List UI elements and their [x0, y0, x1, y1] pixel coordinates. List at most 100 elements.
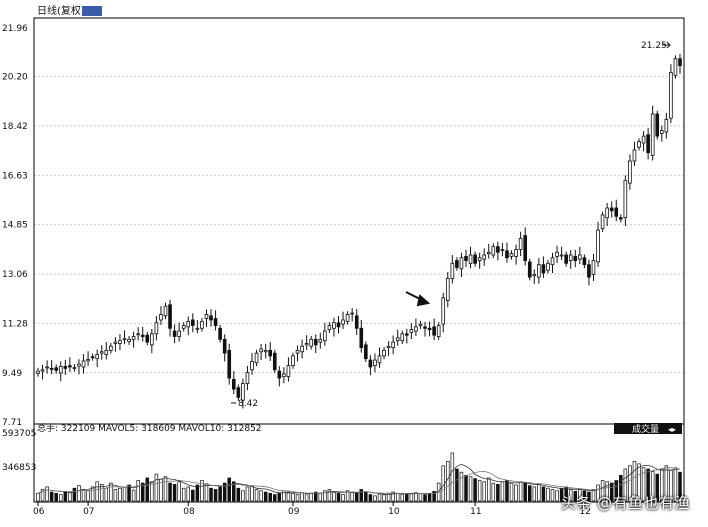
candle-body	[582, 257, 587, 266]
indicator-tab[interactable]	[614, 423, 682, 434]
volume-bar	[286, 491, 291, 502]
volume-bar	[204, 483, 209, 502]
volume-bar	[309, 492, 313, 502]
volume-bar	[245, 486, 250, 502]
volume-bar	[523, 482, 527, 502]
candle-body	[313, 338, 318, 346]
candle-body	[309, 338, 314, 347]
candle-body	[163, 305, 168, 317]
volume-bar	[191, 489, 195, 502]
volume-bar	[473, 478, 477, 502]
candle-body	[559, 254, 564, 257]
volume-bar	[227, 477, 231, 502]
candle-body	[241, 383, 245, 401]
candle-body	[550, 257, 555, 266]
volume-bar	[354, 492, 359, 502]
y-tick-label: 13.06	[2, 270, 28, 280]
volume-bar	[550, 489, 555, 502]
candle-body	[564, 254, 568, 264]
candle-body	[77, 363, 81, 367]
candle-body	[113, 341, 118, 344]
candle-body	[455, 260, 459, 268]
candle-body	[345, 314, 350, 322]
volume-bar	[72, 487, 77, 502]
volume-bar	[104, 487, 109, 502]
candle-body	[418, 323, 423, 326]
candle-body	[213, 318, 218, 326]
volume-bar	[614, 480, 619, 502]
candle-body	[159, 314, 163, 321]
volume-bar	[555, 490, 559, 502]
volume-bar	[300, 492, 304, 502]
candle-body	[359, 327, 364, 349]
volume-bar	[332, 491, 336, 502]
volume-bar	[455, 468, 459, 502]
volume-bar	[514, 484, 518, 502]
candle-body	[318, 338, 323, 343]
candle-body	[669, 72, 673, 119]
volume-bar	[127, 484, 131, 502]
candle-body	[514, 249, 518, 257]
volume-bar	[313, 491, 318, 502]
candle-body	[99, 351, 104, 354]
candle-body	[254, 352, 259, 364]
indicator-tab-arrows[interactable]: ◂▸	[668, 425, 676, 434]
candle-body	[546, 262, 550, 271]
candle-body	[154, 322, 159, 335]
volume-bar	[359, 489, 364, 502]
candle-body	[172, 330, 177, 337]
candle-body	[377, 355, 382, 364]
candle-body	[140, 334, 145, 337]
volume-bar	[468, 476, 473, 502]
volume-bars	[36, 452, 682, 502]
volume-bar	[532, 486, 537, 502]
candle-body	[259, 348, 263, 353]
candle-body	[118, 340, 122, 344]
candle-body	[277, 370, 282, 379]
candle-body	[58, 366, 63, 374]
volume-bar	[350, 491, 354, 502]
volume-bar	[559, 487, 564, 502]
candle-body	[400, 333, 405, 342]
x-tick-label: 07	[83, 507, 94, 517]
volume-bar	[609, 482, 614, 502]
watermark: 头条 @有鱼也有渔	[560, 494, 690, 512]
volume-bar	[632, 460, 637, 502]
candle-body	[623, 179, 628, 219]
candle-body	[54, 367, 59, 371]
candle-body	[486, 251, 491, 255]
volume-bar	[263, 491, 268, 502]
x-tick-label: 12	[579, 507, 590, 517]
volume-bar	[641, 467, 646, 502]
title-legend-swatch	[82, 6, 102, 16]
y-tick-label: 16.63	[2, 171, 28, 181]
volume-bar	[482, 481, 486, 502]
candle-body	[468, 254, 473, 264]
volume-bar	[236, 487, 241, 502]
volume-bar	[99, 484, 104, 502]
volume-bar	[405, 493, 409, 502]
volume-bar	[655, 473, 659, 502]
candle-body	[464, 255, 468, 261]
volume-bar	[282, 490, 286, 502]
volume-bar	[382, 494, 386, 502]
price-gridlines	[34, 76, 684, 374]
y-tick-label: 7.71	[2, 418, 22, 428]
volume-bar	[250, 485, 254, 502]
volume-bar	[487, 477, 491, 502]
candle-body	[131, 336, 136, 340]
volume-bar	[619, 475, 623, 502]
candle-body	[177, 330, 181, 337]
candle-body	[436, 325, 441, 337]
volume-bar	[395, 492, 400, 502]
volume-bar	[81, 489, 86, 502]
volume-bar	[304, 493, 309, 502]
volume-bar	[95, 481, 99, 502]
candle-body	[505, 250, 509, 259]
candle-body	[341, 319, 345, 325]
candle-body	[386, 345, 391, 349]
volume-bar	[90, 486, 95, 502]
volume-bar	[140, 482, 145, 502]
candle-body	[614, 207, 619, 217]
price-y-axis: 21.96 20.20 18.42 16.63 14.85 13.06 11.28 9.49 7…	[2, 24, 28, 428]
